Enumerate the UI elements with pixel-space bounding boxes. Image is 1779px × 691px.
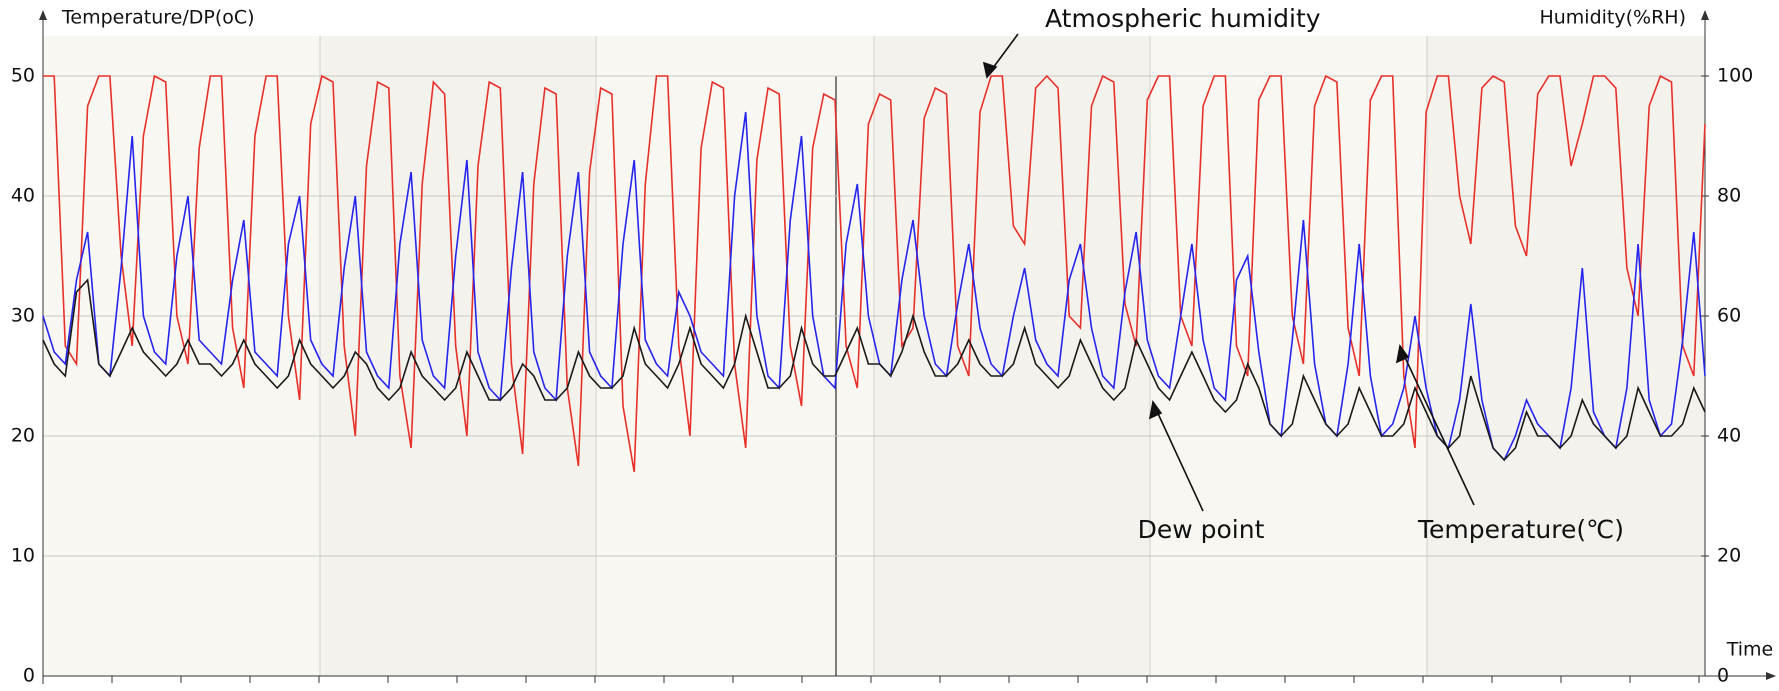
arrowhead: [982, 61, 998, 79]
y2-tick-label: 40: [1717, 425, 1741, 447]
y-tick-label: 0: [23, 665, 35, 687]
series-line: [42, 278, 1706, 462]
series-line: [43, 74, 1706, 473]
y-tick-label: 40: [11, 185, 35, 207]
y-axis-label: Temperature/DP(oC): [61, 7, 255, 29]
band: [43, 36, 320, 676]
band: [1427, 36, 1705, 676]
band: [874, 36, 1150, 676]
y2-axis-label: Humidity(%RH): [1539, 7, 1686, 29]
arrowhead: [1148, 400, 1163, 420]
annotation: Dew point: [1138, 515, 1265, 544]
y-tick-label: 30: [11, 305, 35, 327]
annotation: Temperature(℃): [1417, 515, 1624, 544]
arrowhead: [1395, 344, 1410, 364]
y2-tick-label: 60: [1717, 305, 1741, 327]
y-tick-label: 50: [11, 65, 35, 87]
annotation-arrows: [982, 33, 1475, 512]
y2-tick-label: 20: [1717, 545, 1741, 567]
y2-tick-label: 80: [1717, 185, 1741, 207]
x-axis-label: Time: [1726, 639, 1774, 661]
x-axis-arrow: [1766, 672, 1776, 680]
y-tick-label: 10: [11, 545, 35, 567]
arrow: [1401, 350, 1475, 506]
arrow: [1154, 406, 1204, 512]
band: [1150, 36, 1427, 676]
series-line: [42, 111, 1706, 462]
plot-background: [43, 36, 1705, 676]
y-tick-label: 20: [11, 425, 35, 447]
y-axis-arrow: [39, 10, 47, 20]
band: [320, 36, 596, 676]
annotation: Atmospheric humidity: [1045, 4, 1321, 33]
y2-tick-label: 100: [1717, 65, 1753, 87]
arrow: [989, 33, 1019, 73]
y2-axis-arrow: [1701, 10, 1709, 20]
